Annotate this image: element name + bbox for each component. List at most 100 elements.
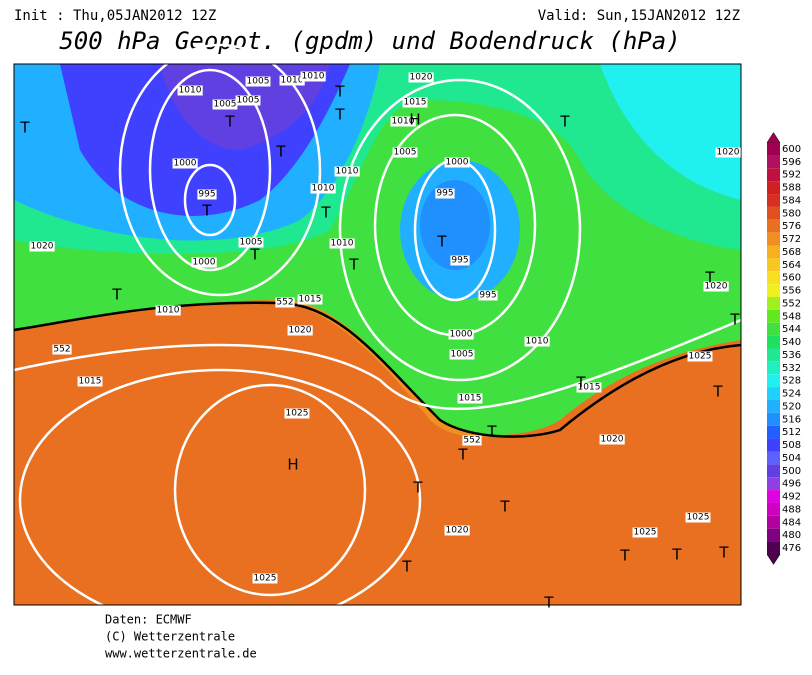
colorbar-label: 508 [782,440,801,451]
colorbar-swatch [767,322,780,336]
isobar-label: 1010 [526,337,549,347]
colorbar-label: 480 [782,530,801,541]
colorbar-swatch [767,194,780,207]
label-box [300,71,326,82]
colorbar-swatch [767,451,780,465]
colorbar-label: 596 [782,157,801,168]
label-box [390,116,416,127]
pressure-center: T [486,423,497,441]
colorbar-label: 496 [782,479,801,490]
colorbar-label: 572 [782,234,801,245]
pressure-center: T [575,374,586,392]
isobar-label: 1000 [450,330,473,340]
label-box [599,434,625,445]
colorbar-label: 484 [782,517,801,528]
label-box [238,237,264,248]
colorbar-swatch [767,515,780,529]
footer-text: www.wetterzentrale.de [105,647,257,661]
colorbar-swatch [767,477,780,491]
colorbar-swatch [767,399,780,413]
isobar-label: 552 [276,298,293,308]
label-box [279,75,305,86]
map-background [13,43,742,632]
colorbar-swatch [767,438,780,452]
label-box [212,99,238,110]
isobar-label: 1000 [174,159,197,169]
isobar-label: 1020 [717,148,740,158]
pressure-center: H [409,111,420,129]
pressure-center: T [499,498,510,516]
isobar-label: 1010 [331,239,354,249]
isobar-label: 1010 [336,167,359,177]
label-box [448,329,474,340]
label-box [685,512,711,523]
colorbar-label: 580 [782,208,801,219]
pressure-center: T [275,143,286,161]
label-box [408,72,434,83]
colorbar-swatch [767,219,780,233]
colorbar-swatch [767,361,780,375]
label-box [52,344,72,355]
colorbar-swatch [767,335,780,349]
label-box [77,376,103,387]
isobar-label: 552 [53,345,70,355]
colorbar-swatch [767,142,780,156]
isobar-label: 1015 [459,394,482,404]
colorbar-label: 536 [782,350,801,361]
pressure-center: T [334,83,345,101]
label-box [245,76,271,87]
isobar-label: 995 [451,256,468,266]
isobar-label: 995 [436,189,453,199]
colorbar-label: 544 [782,324,801,335]
isobar-label: 1005 [394,148,417,158]
isobar-label: 1020 [601,435,624,445]
colorbar-label: 528 [782,376,801,387]
isobar-label: 1005 [214,100,237,110]
isobar-label: 1010 [281,76,304,86]
pressure-center: T [348,256,359,274]
isobar-label: 1015 [79,377,102,387]
isobar-label: 1005 [237,96,260,106]
colorbar-swatch [767,541,780,555]
label-box [435,188,455,199]
pressure-center: T [671,546,682,564]
isobar-label: 1020 [705,282,728,292]
isobar-label: 1025 [634,528,657,538]
label-box [402,97,428,108]
label-box [524,336,550,347]
label-box [155,305,181,316]
colorbar-swatch [767,232,780,246]
pressure-center: T [19,119,30,137]
colorbar-swatch [767,387,780,400]
colorbar-label: 512 [782,427,801,438]
pressure-center: T [320,204,331,222]
isobar-label: 1005 [247,77,270,87]
colorbar-label: 488 [782,504,801,515]
pressure-center: T [249,246,260,264]
colorbar-swatch [767,181,780,195]
colorbar-swatch [767,374,780,388]
isobar-label: 1005 [451,350,474,360]
pressure-center: T [224,113,235,131]
isobar-label: 1025 [286,409,309,419]
isobar-label: 1015 [404,98,427,108]
colorbar-label: 600 [782,144,801,155]
label-box [462,435,482,446]
colorbar-swatch [767,309,780,323]
isobar-label: 995 [479,291,496,301]
colorbar-label: 588 [782,183,801,194]
isobar-label: 1025 [687,513,710,523]
label-box [284,408,310,419]
colorbar-label: 552 [782,298,801,309]
colorbar-label: 524 [782,389,801,400]
isobar-label: 1020 [446,526,469,536]
init-time: Init : Thu,05JAN2012 12Z [14,8,216,24]
colorbar-label: 556 [782,286,801,297]
label-box [334,166,360,177]
colorbar-swatch [767,155,780,169]
pressure-center: T [201,202,212,220]
label-box [392,147,418,158]
isobar-label: 1010 [312,184,335,194]
colorbar-swatch [767,206,780,220]
colorbar-swatch [767,348,780,362]
